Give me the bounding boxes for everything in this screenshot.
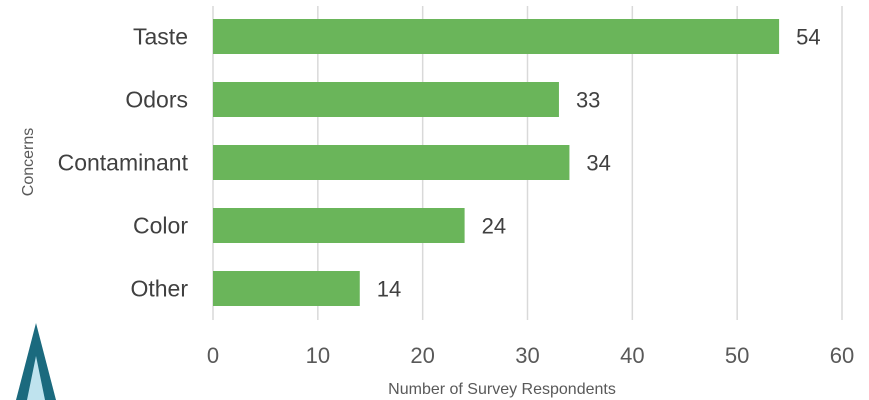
x-tick-label: 60 [830,343,854,368]
category-label: Taste [133,24,188,50]
value-label: 54 [796,25,820,50]
category-label: Color [133,213,188,239]
value-label: 33 [576,88,600,113]
bars [213,19,780,306]
x-tick-labels: 0 10 20 30 40 50 60 [207,343,854,368]
x-tick-label: 0 [207,343,219,368]
x-tick-label: 40 [620,343,644,368]
value-label: 34 [586,151,610,176]
bar-other [213,271,360,306]
bar-contaminant [213,145,570,180]
bar-color [213,208,465,243]
bar-odors [213,82,559,117]
category-label: Other [130,276,188,302]
category-label: Odors [125,87,188,113]
x-tick-label: 50 [725,343,749,368]
x-axis-title: Number of Survey Respondents [388,381,616,398]
x-tick-label: 20 [410,343,434,368]
value-label: 14 [377,277,401,302]
value-labels: 54 33 34 24 14 [377,25,821,302]
bar-taste [213,19,780,54]
y-axis-title: Concerns [20,128,37,196]
category-labels: Taste Odors Contaminant Color Other [58,24,189,302]
x-tick-label: 30 [515,343,539,368]
category-label: Contaminant [58,150,189,176]
value-label: 24 [482,214,506,239]
compass-logo-icon [16,323,56,400]
x-tick-label: 10 [306,343,330,368]
